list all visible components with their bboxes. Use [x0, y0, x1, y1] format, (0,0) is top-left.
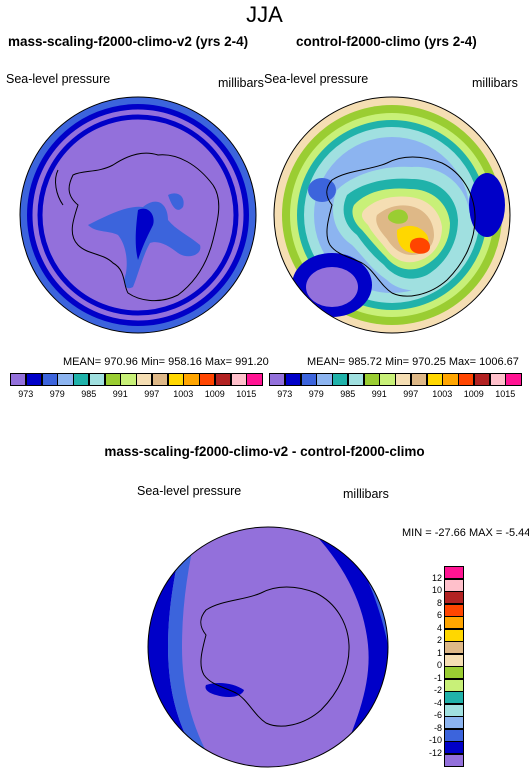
season-title: JJA: [246, 2, 283, 27]
colorbar-panel2-swatch: [458, 373, 475, 386]
colorbar-panel3-tick-label: -6: [433, 710, 442, 720]
colorbar-panel2-tick-label: 979: [308, 389, 324, 399]
colorbar-panel2-tick-label: 1009: [463, 389, 484, 399]
colorbar-panel3-swatch: [444, 641, 464, 654]
panel3-title: mass-scaling-f2000-climo-v2 - control-f2…: [104, 444, 425, 459]
colorbar-panel3-swatch: [444, 628, 464, 642]
colorbar-panel3-swatch: [444, 566, 464, 579]
colorbar-panel3-tick-label: -4: [433, 697, 442, 708]
panel3-stats: MIN = -27.66 MAX = -5.44: [402, 527, 529, 539]
panel1-title: mass-scaling-f2000-climo-v2 (yrs 2-4): [8, 34, 249, 49]
colorbar-panel3-tick-label: -1: [433, 672, 442, 683]
panel2-units: millibars: [472, 76, 518, 90]
colorbar-panel1-tick-label: 1009: [204, 389, 225, 399]
colorbar-panel2-tick-label: 997: [403, 389, 419, 399]
panel1-units: millibars: [218, 76, 264, 90]
colorbar-panel2-swatch: [300, 373, 317, 386]
colorbar-panel1-swatch: [88, 373, 105, 386]
colorbar-panel2-swatch: [316, 373, 333, 386]
colorbar-panel3-tick-label: 10: [431, 585, 442, 595]
colorbar-panel2-swatch: [269, 373, 286, 386]
colorbar-panel2: 973 979 985 991 997 1003 1009 1015: [269, 373, 522, 403]
colorbar-panel1-swatch: [25, 373, 42, 386]
colorbar-panel3-tick-label: 2: [436, 635, 442, 645]
colorbar-panel3-tick-label: -8: [433, 722, 442, 733]
colorbar-panel2-swatch: [395, 373, 412, 386]
colorbar-panel2-swatch: [473, 373, 490, 386]
colorbar-panel3-swatch: [444, 653, 464, 667]
colorbar-panel3-tick-label: -10: [428, 735, 442, 745]
panel2-stats: MEAN= 985.72 Min= 970.25 Max= 1006.67: [307, 356, 519, 368]
colorbar-panel1-tick-label: 997: [144, 389, 160, 399]
colorbar-panel3-swatch: [444, 678, 464, 692]
colorbar-panel2-swatch: [505, 373, 522, 386]
colorbar-panel3-swatch: [444, 691, 464, 704]
colorbar-panel1-swatch: [136, 373, 153, 386]
colorbar-panel1-swatch: [104, 373, 121, 386]
colorbar-panel1-swatch: [214, 373, 231, 386]
colorbar-panel2-tick-label: 973: [277, 389, 293, 399]
colorbar-panel3-swatch: [444, 578, 464, 592]
colorbar-panel1-swatch: [246, 373, 263, 386]
panel3-variable: Sea-level pressure: [137, 484, 242, 498]
colorbar-panel2-swatch: [442, 373, 459, 386]
colorbar-panel1-swatch: [183, 373, 200, 386]
panel2-title: control-f2000-climo (yrs 2-4): [296, 34, 477, 49]
colorbar-panel1-swatch: [10, 373, 27, 386]
colorbar-panel2-swatch: [332, 373, 349, 386]
colorbar-panel3: 12 10 8 6 4 2 1 0 -1 -2 -4 -6 -8 -10 -12: [420, 566, 480, 767]
colorbar-panel3-tick-label: 12: [431, 572, 442, 583]
colorbar-panel3-tick-label: 1: [436, 647, 442, 658]
colorbar-panel2-swatch: [347, 373, 364, 386]
colorbar-panel2-tick-label: 985: [340, 389, 356, 399]
panel2-map: [273, 96, 511, 334]
colorbar-panel3-swatch: [444, 703, 464, 717]
colorbar-panel3-swatch: [444, 616, 464, 629]
colorbar-panel2-tick-label: 1003: [432, 389, 453, 399]
colorbar-panel3-tick-label: -12: [428, 747, 442, 758]
colorbar-panel2-swatch: [489, 373, 506, 386]
panel1-stats: MEAN= 970.96 Min= 958.16 Max= 991.20: [63, 356, 269, 368]
colorbar-panel3-tick-label: 6: [436, 610, 442, 620]
colorbar-panel1-tick-label: 979: [49, 389, 65, 399]
colorbar-panel3-swatch: [444, 666, 464, 679]
colorbar-panel2-swatch: [363, 373, 380, 386]
colorbar-panel2-swatch: [410, 373, 427, 386]
colorbar-panel3-swatch: [444, 741, 464, 754]
colorbar-panel3-swatch: [444, 591, 464, 604]
colorbar-panel1: 973 979 985 991 997 1003 1009 1015: [10, 373, 263, 403]
colorbar-panel1-swatch: [230, 373, 247, 386]
colorbar-panel2-swatch: [379, 373, 396, 386]
colorbar-panel1-swatch: [199, 373, 216, 386]
colorbar-panel3-tick-label: -2: [433, 685, 442, 695]
colorbar-panel1-tick-label: 991: [112, 389, 128, 399]
colorbar-panel3-tick-label: 0: [436, 660, 442, 670]
colorbar-panel1-tick-label: 985: [81, 389, 97, 399]
colorbar-panel1-tick-label: 1003: [173, 389, 194, 399]
panel1-variable: Sea-level pressure: [6, 72, 111, 86]
panel2-variable: Sea-level pressure: [264, 72, 369, 86]
colorbar-panel1-swatch: [73, 373, 90, 386]
colorbar-panel1-tick-label: 1015: [236, 389, 257, 399]
colorbar-panel2-swatch: [284, 373, 301, 386]
panel1-map: [19, 96, 257, 334]
colorbar-panel3-swatch: [444, 753, 464, 767]
colorbar-panel3-swatch: [444, 603, 464, 617]
colorbar-panel1-swatch: [151, 373, 168, 386]
colorbar-panel2-tick-label: 1015: [495, 389, 516, 399]
colorbar-panel3-swatch: [444, 716, 464, 729]
colorbar-panel1-swatch: [57, 373, 74, 386]
panel3-units: millibars: [343, 487, 389, 501]
colorbar-panel1-swatch: [120, 373, 137, 386]
colorbar-panel3-tick-label: 4: [436, 622, 442, 633]
colorbar-panel2-tick-label: 991: [371, 389, 387, 399]
colorbar-panel1-swatch: [167, 373, 184, 386]
colorbar-panel3-tick-label: 8: [436, 597, 442, 608]
colorbar-panel3-swatch: [444, 728, 464, 742]
panel3-map: [147, 526, 389, 768]
colorbar-panel2-swatch: [426, 373, 443, 386]
colorbar-panel1-tick-label: 973: [18, 389, 34, 399]
colorbar-panel1-swatch: [41, 373, 58, 386]
